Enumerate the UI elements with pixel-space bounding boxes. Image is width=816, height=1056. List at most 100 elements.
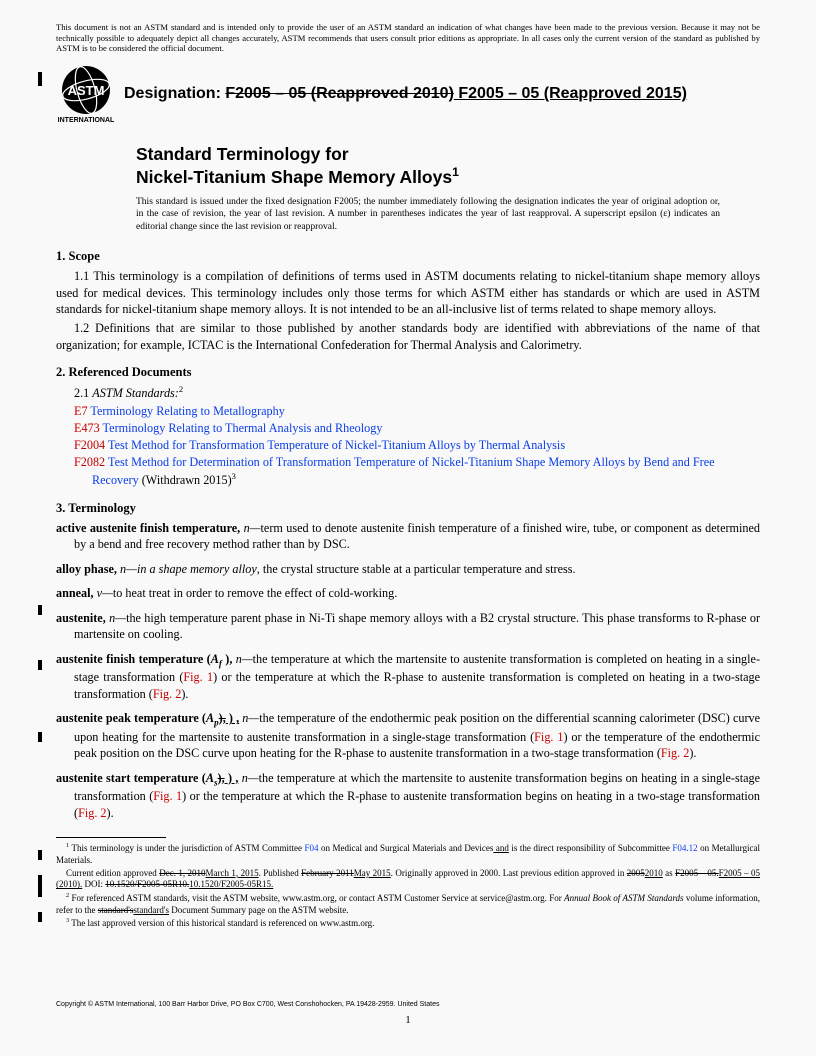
- term-austenite-start-temp: austenite start temperature (As), ) , n—…: [56, 770, 760, 822]
- fn-text: is the direct responsibility of Subcommi…: [509, 843, 673, 853]
- term-close: ),: [222, 652, 232, 666]
- title-footnote-ref: 1: [452, 165, 459, 179]
- ref-link[interactable]: Terminology Relating to Thermal Analysis…: [100, 421, 383, 435]
- designation-label: Designation:: [124, 85, 225, 102]
- term-head: austenite start temperature (: [56, 771, 206, 785]
- ref-e7: E7 Terminology Relating to Metallography: [92, 403, 760, 420]
- astm-logo: ASTM INTERNATIONAL: [56, 64, 116, 124]
- ref-e473: E473 Terminology Relating to Thermal Ana…: [92, 420, 760, 437]
- term-body: , the crystal structure stable at a part…: [257, 562, 576, 576]
- title-block: Standard Terminology for Nickel-Titanium…: [136, 144, 720, 233]
- page-number: 1: [0, 1014, 816, 1026]
- fn-text: . Originally approved in 2000. Last prev…: [391, 868, 627, 878]
- footnote-2: 2 For referenced ASTM standards, visit t…: [56, 892, 760, 916]
- term-anneal: anneal, v—to heat treat in order to remo…: [56, 585, 760, 601]
- fig-link[interactable]: Fig. 2: [153, 687, 181, 701]
- fn-text: DOI:: [82, 879, 105, 889]
- fn-new: 10.1520/F2005-05R15.: [189, 879, 273, 889]
- term-head: austenite peak temperature (: [56, 711, 206, 725]
- fn-text: For referenced ASTM standards, visit the…: [69, 893, 564, 903]
- fn-text: The last approved version of this histor…: [69, 918, 374, 928]
- fn-under: and: [493, 843, 509, 853]
- title-line1: Standard Terminology for: [136, 144, 349, 164]
- term-active-austenite-finish: active austenite finish temperature, n—t…: [56, 520, 760, 553]
- footnote-3: 3 The last approved version of this hist…: [56, 917, 760, 930]
- fn-new: standard's: [133, 905, 169, 915]
- para-1-1: 1.1 This terminology is a compilation of…: [56, 268, 760, 317]
- section-3-heading: 3. Terminology: [56, 501, 760, 516]
- fn-old: Dec. 1, 2010: [159, 868, 205, 878]
- fig-link[interactable]: Fig. 1: [534, 730, 563, 744]
- top-disclaimer: This document is not an ASTM standard an…: [56, 22, 760, 54]
- change-bar: [38, 912, 42, 922]
- term-pos: n—: [117, 562, 137, 576]
- ref-link[interactable]: Test Method for Transformation Temperatu…: [105, 438, 565, 452]
- term-alloy-phase: alloy phase, n—in a shape memory alloy, …: [56, 561, 760, 577]
- fn-text: as: [663, 868, 675, 878]
- fn-old: 10.1520/F2005-05R10.: [105, 879, 189, 889]
- subcommittee-link[interactable]: F04.12: [672, 843, 697, 853]
- title-line2: Nickel-Titanium Shape Memory Alloys: [136, 167, 452, 187]
- fn-text: Document Summary page on the ASTM websit…: [169, 905, 348, 915]
- change-bar: [38, 732, 42, 742]
- ref-code[interactable]: E473: [74, 421, 100, 435]
- term-head: austenite finish temperature (: [56, 652, 211, 666]
- change-bar: [38, 605, 42, 615]
- change-bar: [38, 660, 42, 670]
- term-body: ).: [107, 806, 114, 820]
- designation-old: F2005 – 05 (Reapproved 2010): [225, 85, 454, 102]
- term-pos: n—: [106, 611, 126, 625]
- fn-old: F2005 – 05.: [675, 868, 719, 878]
- term-body: the high temperature parent phase in Ni-…: [74, 611, 760, 641]
- ref-link[interactable]: Terminology Relating to Metallography: [88, 404, 285, 418]
- term-pos: n—: [239, 711, 259, 725]
- fig-link[interactable]: Fig. 2: [661, 746, 689, 760]
- term-sym: A: [211, 652, 219, 666]
- designation-line: Designation: F2005 – 05 (Reapproved 2010…: [124, 85, 687, 103]
- ref-f2082: F2082 Test Method for Determination of T…: [92, 454, 760, 489]
- header-row: ASTM INTERNATIONAL Designation: F2005 – …: [56, 64, 760, 124]
- designation-new: F2005 – 05 (Reapproved 2015): [454, 85, 687, 102]
- term-head: anneal,: [56, 586, 94, 600]
- term-strike: ),: [219, 711, 226, 725]
- ref-code[interactable]: F2004: [74, 438, 105, 452]
- footnote-rule: [56, 837, 166, 838]
- fn-old: standard's: [98, 905, 134, 915]
- change-bar: [38, 850, 42, 860]
- fn-new: March 1, 2015: [206, 868, 259, 878]
- fn-new: May 2015: [354, 868, 391, 878]
- change-bar: [38, 72, 42, 86]
- term-austenite-peak-temp: austenite peak temperature (Ap), ) , n—t…: [56, 710, 760, 762]
- fn-old: 2005: [627, 868, 645, 878]
- term-phrase: in a shape memory alloy: [137, 562, 257, 576]
- fn-ital: Annual Book of ASTM Standards: [564, 893, 683, 903]
- fig-link[interactable]: Fig. 2: [78, 806, 106, 820]
- copyright-line: Copyright © ASTM International, 100 Barr…: [56, 1001, 440, 1008]
- term-austenite: austenite, n—the high temperature parent…: [56, 610, 760, 643]
- term-body: ).: [181, 687, 188, 701]
- astm-standards-label: ASTM Standards:: [92, 386, 179, 400]
- fn-old: February 2011: [301, 868, 354, 878]
- ref-code[interactable]: F2082: [74, 455, 105, 469]
- standard-title: Standard Terminology for Nickel-Titanium…: [136, 144, 720, 188]
- change-bar: [38, 875, 42, 897]
- term-pos: n—: [232, 652, 252, 666]
- svg-text:ASTM: ASTM: [68, 83, 105, 98]
- svg-text:INTERNATIONAL: INTERNATIONAL: [58, 117, 115, 124]
- issuance-note: This standard is issued under the fixed …: [136, 196, 720, 233]
- fn-new: 2010: [645, 868, 663, 878]
- fn-text: . Published: [259, 868, 302, 878]
- term-pos: v—: [94, 586, 113, 600]
- subsection-2-1: 2.1 ASTM Standards:2: [74, 384, 760, 402]
- fn-text: This terminology is under the jurisdicti…: [69, 843, 304, 853]
- term-body: to heat treat in order to remove the eff…: [113, 586, 397, 600]
- footnote-1-edition: Current edition approved Dec. 1, 2010Mar…: [56, 868, 760, 891]
- fig-link[interactable]: Fig. 1: [183, 670, 213, 684]
- committee-link[interactable]: F04: [305, 843, 319, 853]
- withdrawn-sup: 3: [232, 471, 236, 481]
- fig-link[interactable]: Fig. 1: [153, 789, 182, 803]
- ref-code[interactable]: E7: [74, 404, 88, 418]
- term-head: austenite,: [56, 611, 106, 625]
- fn-text: on Medical and Surgical Materials and De…: [319, 843, 494, 853]
- ref-f2004: F2004 Test Method for Transformation Tem…: [92, 437, 760, 454]
